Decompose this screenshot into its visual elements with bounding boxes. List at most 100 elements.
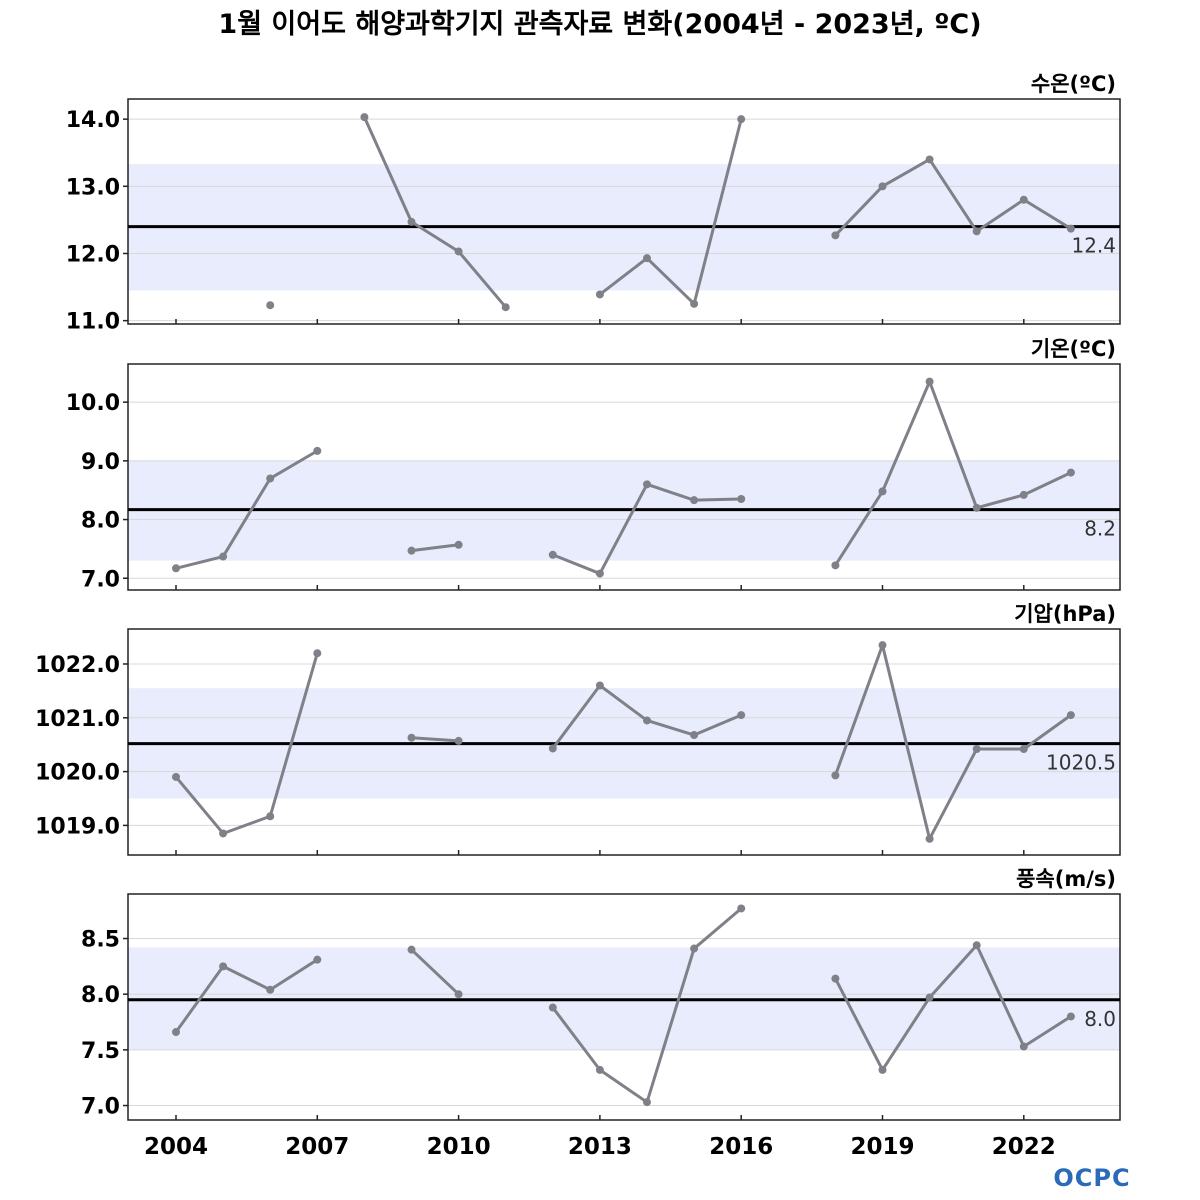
- series-line: [410, 948, 460, 996]
- x-tick-label: 2022: [992, 1134, 1056, 1160]
- data-point: [972, 941, 981, 950]
- data-point: [407, 546, 416, 555]
- y-tick-label: 12.0: [66, 242, 120, 267]
- panel-3: 기압(hPa) 1019.0 1020.0 1021.0 1022.0 1020.5: [35, 602, 1121, 856]
- series-line: [174, 958, 319, 1033]
- data-point: [737, 495, 746, 504]
- data-point: [501, 303, 510, 312]
- data-point: [219, 962, 228, 971]
- y-tick-label: 10.0: [66, 391, 120, 416]
- x-tick-label: 2010: [427, 1134, 491, 1160]
- data-point: [690, 731, 699, 740]
- data-point: [548, 1003, 557, 1012]
- data-point: [925, 834, 934, 843]
- data-point: [266, 812, 275, 821]
- panel-4: 풍속(m/s) 7.0 7.5 8.0 8.5 8.0 2004 2007 2010 2013 20…: [81, 867, 1121, 1160]
- series-line: [363, 116, 507, 309]
- panel-label: 기압(hPa): [1014, 602, 1116, 626]
- data-point: [878, 487, 887, 496]
- panel-label: 풍속(m/s): [1016, 867, 1116, 891]
- data-point: [878, 182, 887, 191]
- y-tick-label: 9.0: [81, 450, 120, 475]
- y-tick-label: 1021.0: [35, 707, 120, 732]
- y-tick-label: 11.0: [66, 310, 120, 335]
- data-point: [266, 301, 275, 310]
- data-point: [878, 641, 887, 650]
- x-tick-label: 2019: [850, 1134, 914, 1160]
- data-point: [595, 1065, 604, 1074]
- panel-frame: [127, 98, 1121, 325]
- data-point: [831, 974, 840, 983]
- y-tick-label: 7.0: [81, 1095, 120, 1120]
- x-tick-label: 2004: [144, 1134, 208, 1160]
- data-point: [407, 733, 416, 742]
- y-tick-label: 7.5: [81, 1039, 120, 1064]
- data-point: [172, 772, 180, 781]
- x-tick-label: 2007: [285, 1134, 349, 1160]
- data-point: [172, 564, 180, 573]
- mean-value-label: 12.4: [1071, 234, 1116, 258]
- data-point: [454, 990, 463, 999]
- data-point: [454, 736, 463, 745]
- ocpc-logo: OCPC: [1053, 1164, 1130, 1192]
- data-point: [972, 227, 981, 236]
- series-line: [834, 157, 1072, 237]
- data-point: [172, 1028, 180, 1037]
- data-point: [643, 254, 651, 263]
- data-point: [690, 944, 699, 953]
- data-point: [643, 1098, 651, 1107]
- panel-frame: [127, 893, 1121, 1121]
- data-point: [595, 569, 604, 578]
- data-point: [1066, 468, 1075, 477]
- data-point: [690, 496, 699, 505]
- mean-value-label: 1020.5: [1046, 751, 1116, 775]
- panel-2: 기온(ºC) 7.0 8.0 9.0 10.0 8.2: [66, 337, 1121, 592]
- data-point: [737, 904, 746, 913]
- series-line: [174, 652, 319, 835]
- data-point: [643, 480, 651, 489]
- data-point: [548, 744, 557, 753]
- data-point: [266, 474, 275, 483]
- data-point: [548, 550, 557, 559]
- mean-value-label: 8.0: [1084, 1007, 1116, 1031]
- data-point: [313, 955, 322, 964]
- data-point: [219, 552, 228, 561]
- panel-label: 기온(ºC): [1031, 337, 1116, 361]
- series-line: [833, 643, 1072, 841]
- data-point: [831, 231, 840, 240]
- x-tick-label: 2013: [568, 1134, 632, 1160]
- mean-value-label: 8.2: [1084, 517, 1116, 541]
- y-tick-label: 7.0: [81, 567, 120, 592]
- data-point: [1019, 195, 1028, 204]
- y-tick-label: 1022.0: [35, 653, 120, 678]
- data-point: [1019, 744, 1028, 753]
- series-line: [175, 449, 319, 570]
- data-point: [1019, 490, 1028, 499]
- chart-title: 1월 이어도 해양과학기지 관측자료 변화(2004년 - 2023년, ºC): [218, 9, 981, 40]
- y-tick-label: 13.0: [66, 175, 120, 200]
- y-tick-label: 8.0: [81, 983, 120, 1008]
- data-point: [454, 540, 463, 549]
- data-point: [266, 985, 275, 994]
- panel-label: 수온(ºC): [1031, 72, 1116, 96]
- panel-frame: [127, 628, 1121, 856]
- data-point: [972, 744, 981, 753]
- y-tick-label: 1019.0: [35, 814, 120, 839]
- panel-1: 수온(ºC) 11.0 12.0 13.0 14.0 12.4: [66, 72, 1121, 335]
- data-point: [595, 290, 604, 299]
- data-point: [313, 649, 322, 658]
- data-point: [454, 247, 463, 256]
- ocpc-logo-text: OCPC: [1053, 1164, 1130, 1192]
- data-point: [1066, 711, 1075, 720]
- data-point: [925, 155, 934, 164]
- series-line: [834, 380, 1072, 567]
- data-point: [219, 829, 228, 838]
- data-point: [1066, 224, 1075, 233]
- data-point: [595, 681, 604, 690]
- series-line: [834, 943, 1072, 1072]
- data-point: [831, 561, 840, 570]
- data-point: [360, 113, 369, 122]
- data-point: [643, 716, 651, 725]
- data-point: [1066, 1012, 1075, 1021]
